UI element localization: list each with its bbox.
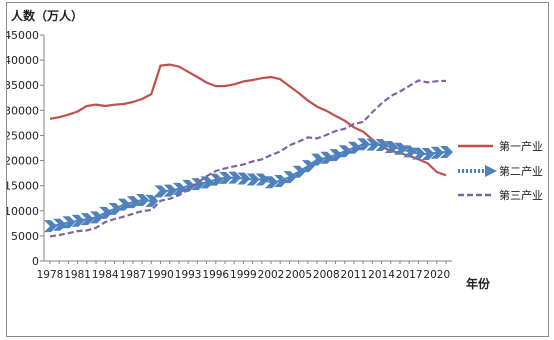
y-tick-label: 40000 <box>7 54 39 67</box>
series-point-marker <box>421 148 435 161</box>
x-tick-label: 1990 <box>147 269 174 281</box>
series-point-marker <box>99 206 113 219</box>
x-axis-title: 年份 <box>466 276 491 291</box>
series-point-marker <box>430 146 444 159</box>
series-point-marker <box>108 202 122 215</box>
series-point-marker <box>274 175 288 188</box>
series-point-marker <box>375 138 389 151</box>
series-point-marker <box>311 153 325 166</box>
series-point-marker <box>117 198 131 211</box>
x-tick-label: 1978 <box>37 269 64 281</box>
series-point-marker <box>357 138 371 151</box>
series-point-marker <box>384 141 398 154</box>
legend-item: 第一产业 <box>458 139 543 153</box>
x-tick-label: 1987 <box>120 269 147 281</box>
x-tick-label: 2017 <box>396 269 423 281</box>
y-tick-label: 25000 <box>7 129 39 142</box>
x-tick-label: 1999 <box>230 269 257 281</box>
legend-item: 第三产业 <box>458 188 543 202</box>
y-tick-label: 10000 <box>7 205 39 218</box>
x-axis-ticks: 1978 1981 1984 1987 1990 1993 1996 1999 2002 2005… <box>37 261 450 281</box>
y-tick-label: 20000 <box>7 155 39 168</box>
series-point-marker <box>329 149 343 162</box>
x-tick-label: 2011 <box>341 269 368 281</box>
series-point-marker <box>338 145 352 158</box>
series-point-marker <box>228 171 242 184</box>
series-point-marker <box>71 214 85 227</box>
series-2 <box>44 138 453 233</box>
series-point-marker <box>44 220 57 233</box>
series-point-marker <box>172 182 186 195</box>
series-line <box>49 79 447 238</box>
y-axis-ticks: 0 5000 10000 15000 20000 25000 30000 35000 40000… <box>4 29 44 268</box>
x-tick-label: 2020 <box>423 269 450 281</box>
x-tick-label: 1993 <box>175 269 202 281</box>
series-point-marker <box>347 141 361 154</box>
series-3 <box>49 79 447 238</box>
y-tick-label: 5000 <box>11 230 39 243</box>
y-tick-label: 0 <box>32 255 39 268</box>
x-tick-label: 2005 <box>285 269 312 281</box>
series-point-marker <box>126 196 140 209</box>
series-point-marker <box>218 171 232 184</box>
x-tick-label: 2014 <box>368 269 395 281</box>
series-point-marker <box>366 138 380 151</box>
legend-arrow-icon <box>485 165 497 177</box>
y-tick-label: 15000 <box>7 180 39 193</box>
series-1 <box>49 63 447 177</box>
series-layer <box>44 63 453 238</box>
legend-label: 第三产业 <box>499 188 543 202</box>
x-tick-label: 1984 <box>92 269 119 281</box>
series-point-marker <box>265 176 279 189</box>
x-tick-label: 1996 <box>202 269 229 281</box>
series-point-marker <box>80 213 94 226</box>
y-axis-title: 人数（万人） <box>11 8 83 23</box>
series-point-marker <box>412 147 426 160</box>
y-tick-label: 30000 <box>7 104 39 117</box>
y-tick-label: 45000 <box>7 29 39 42</box>
x-tick-label: 1981 <box>64 269 91 281</box>
series-point-marker <box>283 171 297 184</box>
x-tick-label: 2008 <box>313 269 340 281</box>
series-point-marker <box>292 165 306 178</box>
line-chart: 0 5000 10000 15000 20000 25000 30000 35000 40000… <box>4 8 543 291</box>
series-point-marker <box>136 193 150 206</box>
series-point-marker <box>237 172 251 185</box>
legend-label: 第一产业 <box>499 139 543 153</box>
series-point-marker <box>163 184 177 197</box>
x-tick-label: 2002 <box>258 269 285 281</box>
chart-frame: 0 5000 10000 15000 20000 25000 30000 35000 40000… <box>4 2 549 337</box>
series-line <box>49 63 447 177</box>
y-tick-label: 35000 <box>7 79 39 92</box>
series-point-marker <box>209 173 223 186</box>
series-point-marker <box>403 145 417 158</box>
legend-item: 第二产业 <box>458 164 543 178</box>
series-point-marker <box>301 160 315 173</box>
legend-label: 第二产业 <box>499 164 543 178</box>
series-point-marker <box>440 145 453 158</box>
series-point-marker <box>154 185 168 198</box>
series-point-marker <box>246 173 260 186</box>
series-point-marker <box>62 216 76 229</box>
series-point-marker <box>182 179 196 192</box>
series-point-marker <box>145 194 159 207</box>
series-point-marker <box>90 211 104 224</box>
